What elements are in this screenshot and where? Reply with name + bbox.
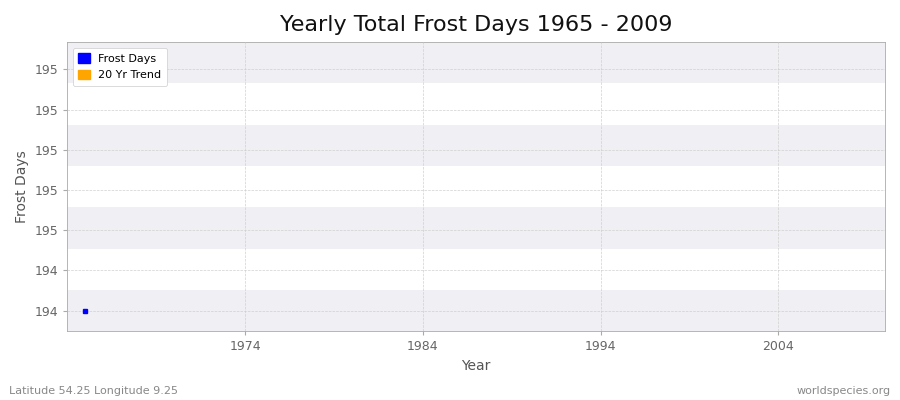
- Bar: [68, 166, 885, 208]
- Bar: [68, 249, 885, 290]
- Title: Yearly Total Frost Days 1965 - 2009: Yearly Total Frost Days 1965 - 2009: [280, 15, 672, 35]
- Legend: Frost Days, 20 Yr Trend: Frost Days, 20 Yr Trend: [73, 48, 167, 86]
- Y-axis label: Frost Days: Frost Days: [15, 150, 29, 223]
- X-axis label: Year: Year: [462, 359, 490, 373]
- Bar: [68, 42, 885, 84]
- Bar: [68, 208, 885, 249]
- Text: worldspecies.org: worldspecies.org: [796, 386, 891, 396]
- Bar: [68, 290, 885, 332]
- Bar: [68, 84, 885, 125]
- Bar: [68, 125, 885, 166]
- Text: Latitude 54.25 Longitude 9.25: Latitude 54.25 Longitude 9.25: [9, 386, 178, 396]
